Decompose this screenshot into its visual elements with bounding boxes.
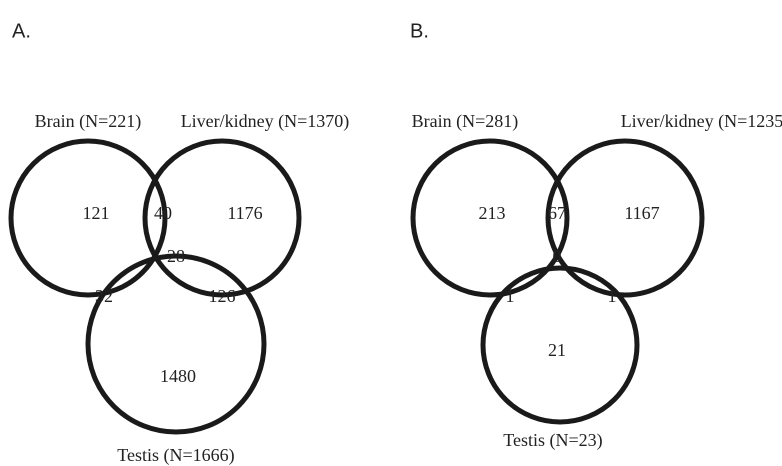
set-label: Testis (N=1666) [117,445,234,466]
region-count: 213 [479,203,506,223]
set-circle [85,253,267,435]
panel-label: B. [410,20,429,42]
region-count: 126 [209,286,236,306]
set-label: Liver/kidney (N=1370) [181,111,350,132]
region-count: 1167 [624,203,659,223]
set-circle [410,138,570,298]
region-count: 21 [548,340,566,360]
set-circle [8,138,168,298]
set-label: Liver/kidney (N=1235) [621,111,782,132]
set-label: Brain (N=221) [35,111,142,132]
region-count: 1 [506,286,515,306]
set-circle [480,265,640,425]
region-count: 121 [83,203,110,223]
panel-label: A. [12,20,31,42]
region-count: 40 [154,203,172,223]
set-circle [545,138,705,298]
set-label: Testis (N=23) [503,430,602,451]
region-count: 28 [167,246,185,266]
region-count: 32 [95,286,113,306]
region-count: 1480 [160,366,196,386]
region-count: 0 [553,246,562,266]
set-label: Brain (N=281) [412,111,519,132]
region-count: 67 [548,203,566,223]
region-count: 1 [608,286,617,306]
region-count: 1176 [227,203,262,223]
set-circle [142,138,302,298]
